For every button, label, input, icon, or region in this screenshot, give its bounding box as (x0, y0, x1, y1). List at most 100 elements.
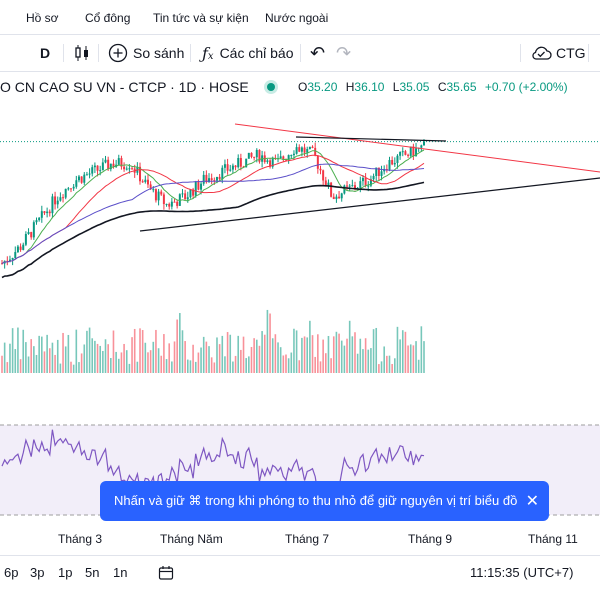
nav-item-shareholders[interactable]: Cổ đông (85, 11, 131, 25)
candle-body (40, 211, 43, 218)
volume-bar (423, 341, 425, 373)
candle-body (186, 197, 189, 200)
cloud-save-button[interactable]: CTG (530, 35, 586, 71)
candle-body (184, 193, 187, 200)
candle-body (14, 252, 17, 259)
x-tick-label: Tháng 7 (285, 532, 330, 546)
volume-bar (139, 328, 141, 373)
candle-body (80, 176, 83, 183)
volume-bar (375, 327, 378, 373)
volume-bar (64, 346, 67, 373)
volume-bar (348, 320, 351, 373)
candle-body (423, 141, 425, 146)
redo-icon[interactable]: ↷ (336, 42, 352, 63)
compare-button[interactable]: So sánh (108, 35, 184, 71)
candle-body (210, 178, 213, 181)
volume-bar (136, 361, 139, 373)
candle-body (353, 185, 356, 189)
volume-bar (189, 360, 192, 373)
candle-body (176, 201, 179, 206)
volume-bar (362, 349, 364, 373)
candle-body (287, 155, 290, 160)
high-value: 36.10 (354, 80, 385, 94)
range-button[interactable]: 3p (30, 565, 45, 580)
volume-bar (380, 361, 383, 373)
volume-bar (17, 327, 19, 373)
volume-bar (269, 313, 271, 373)
volume-bar (409, 344, 412, 373)
candle-body (330, 182, 333, 197)
candle-body (269, 160, 272, 167)
x-tick-label: Tháng 3 (58, 532, 103, 546)
volume-bar (141, 330, 144, 373)
price-chart[interactable] (0, 100, 600, 525)
candle-body (70, 188, 73, 190)
indicators-button[interactable]: ƒx Các chỉ báo (202, 35, 294, 71)
candle-body (380, 171, 383, 176)
candle-body (221, 167, 224, 180)
nav-item-profile[interactable]: Hồ sơ (26, 11, 59, 25)
volume-bar (25, 342, 27, 373)
close-value: 35.65 (446, 80, 477, 94)
volume-bar (255, 339, 258, 373)
undo-icon[interactable]: ↶ (310, 42, 326, 63)
volume-bar (200, 347, 202, 373)
volume-bar (171, 361, 173, 373)
nav-item-foreign[interactable]: Nước ngoài (265, 11, 329, 25)
volume-bar (404, 331, 407, 373)
range-button[interactable]: 6p (4, 565, 19, 580)
candle-body (192, 189, 195, 196)
candle-body (109, 163, 112, 170)
candle-body (128, 168, 131, 170)
close-icon[interactable]: ✕ (525, 493, 539, 510)
candle-body (300, 147, 303, 152)
ma-200-line (1, 181, 425, 279)
volume-bar (131, 337, 133, 373)
candle-body (27, 232, 30, 234)
interval-button[interactable]: D (40, 45, 51, 61)
trendline-resistance (234, 123, 600, 173)
candle-body (377, 167, 380, 176)
volume-bar (1, 355, 3, 373)
volume-bar (163, 334, 165, 373)
candle-body (367, 185, 370, 187)
nav-item-news[interactable]: Tin tức và sự kiện (153, 11, 249, 25)
volume-bar (123, 343, 125, 373)
candle-body (369, 179, 372, 186)
candle-body (93, 165, 96, 168)
range-button[interactable]: 5n (85, 565, 100, 580)
date-range-icon[interactable] (158, 565, 174, 584)
volume-bar (417, 359, 420, 373)
volume-bar (184, 341, 186, 373)
toast-text: Nhấn và giữ ⌘ trong khi phóng to thu nhỏ… (114, 493, 518, 508)
volume-bar (144, 342, 147, 373)
volume-bar (218, 344, 221, 373)
low-value: 35.05 (399, 80, 430, 94)
volume-bar (338, 333, 340, 373)
range-button[interactable]: 1n (113, 565, 128, 580)
range-button[interactable]: 1p (58, 565, 73, 580)
volume-bar (356, 353, 359, 373)
candle-body (266, 160, 269, 163)
market-status-dot (266, 83, 275, 91)
candle-body (295, 147, 298, 154)
candle-body (173, 201, 176, 203)
volume-bar (51, 342, 54, 373)
volume-bar (370, 348, 372, 373)
candle-body (361, 177, 364, 182)
horizontal-line (295, 136, 447, 142)
volume-bar (388, 355, 391, 373)
indicators-label: Các chỉ báo (219, 45, 294, 61)
volume-bar (152, 341, 155, 373)
clock-time[interactable]: 11:15:35 (UTC+7) (470, 565, 574, 580)
volume-bar (72, 364, 75, 373)
candlestick-icon[interactable] (74, 35, 90, 71)
volume-bar (210, 357, 213, 373)
volume-bar (240, 349, 242, 373)
volume-bar (324, 353, 327, 373)
candle-body (75, 180, 78, 187)
symbol-legend[interactable]: O CN CAO SU VN - CTCP · 1D · HOSE (0, 77, 275, 97)
candle-body (375, 167, 378, 176)
toolbar-divider (98, 44, 99, 62)
candle-body (146, 179, 149, 185)
